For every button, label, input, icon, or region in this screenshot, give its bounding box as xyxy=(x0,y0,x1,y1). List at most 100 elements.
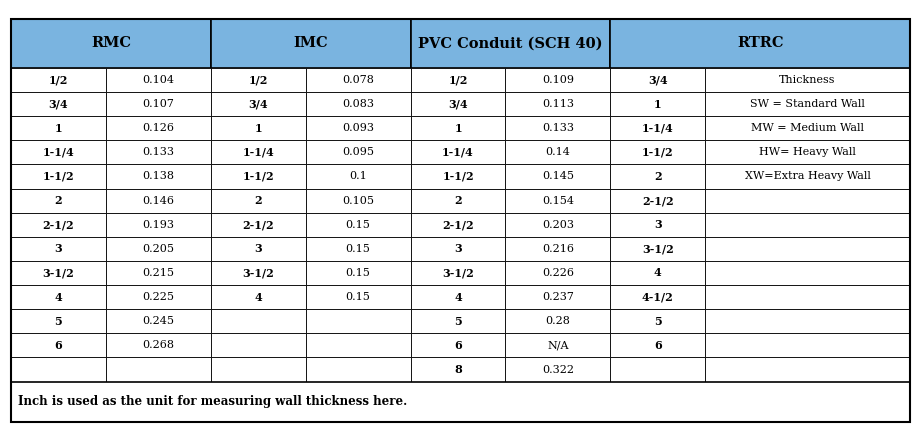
Bar xyxy=(611,189,705,213)
Text: 2-1/2: 2-1/2 xyxy=(642,195,673,206)
Text: 4: 4 xyxy=(254,292,262,303)
Text: Inch is used as the unit for measuring wall thickness here.: Inch is used as the unit for measuring w… xyxy=(18,395,408,408)
Bar xyxy=(611,333,705,357)
Text: 6: 6 xyxy=(654,340,661,351)
Bar xyxy=(705,116,910,140)
Bar xyxy=(705,357,910,382)
Text: 0.215: 0.215 xyxy=(143,268,174,278)
Bar xyxy=(106,116,211,140)
Text: 3: 3 xyxy=(654,219,661,230)
Bar xyxy=(106,140,211,165)
Text: 0.113: 0.113 xyxy=(542,99,574,109)
Bar xyxy=(411,116,506,140)
Text: 1-1/4: 1-1/4 xyxy=(42,147,75,158)
Text: XW=Extra Heavy Wall: XW=Extra Heavy Wall xyxy=(745,171,870,181)
Bar xyxy=(11,189,106,213)
Bar xyxy=(411,333,506,357)
Bar xyxy=(611,237,705,261)
Text: 5: 5 xyxy=(654,316,661,327)
Text: 0.14: 0.14 xyxy=(545,147,570,157)
Bar xyxy=(611,309,705,333)
Text: 8: 8 xyxy=(454,364,461,375)
Bar xyxy=(106,68,211,92)
Bar xyxy=(611,213,705,237)
Bar xyxy=(11,309,106,333)
Bar xyxy=(705,140,910,165)
Text: 1: 1 xyxy=(454,123,461,134)
Bar xyxy=(11,68,106,92)
Bar xyxy=(11,333,106,357)
Bar xyxy=(11,357,106,382)
Bar xyxy=(11,140,106,165)
Bar xyxy=(506,285,611,309)
Text: 4: 4 xyxy=(654,268,661,279)
Text: 1-1/4: 1-1/4 xyxy=(642,123,673,134)
Text: SW = Standard Wall: SW = Standard Wall xyxy=(750,99,865,109)
Text: 0.203: 0.203 xyxy=(542,220,574,230)
Text: 1-1/2: 1-1/2 xyxy=(42,171,75,182)
Bar xyxy=(611,19,910,68)
Bar xyxy=(411,19,611,68)
Bar xyxy=(306,309,411,333)
Bar xyxy=(411,237,506,261)
Text: 0.225: 0.225 xyxy=(143,292,174,302)
Text: 1-1/4: 1-1/4 xyxy=(242,147,274,158)
Bar xyxy=(506,189,611,213)
Bar xyxy=(611,68,705,92)
Text: 3: 3 xyxy=(454,243,461,254)
Bar xyxy=(411,261,506,285)
Bar xyxy=(411,165,506,189)
Text: 0.268: 0.268 xyxy=(143,340,174,350)
Bar xyxy=(211,92,306,116)
Text: 5: 5 xyxy=(454,316,461,327)
Text: 0.193: 0.193 xyxy=(143,220,174,230)
Text: 0.107: 0.107 xyxy=(143,99,174,109)
Bar xyxy=(306,189,411,213)
Bar xyxy=(611,92,705,116)
Bar xyxy=(306,285,411,309)
Text: 0.133: 0.133 xyxy=(542,123,574,133)
Bar xyxy=(11,19,211,68)
Text: 3/4: 3/4 xyxy=(449,98,468,109)
Text: 3-1/2: 3-1/2 xyxy=(42,268,75,279)
Bar xyxy=(106,92,211,116)
Bar xyxy=(11,213,106,237)
Bar xyxy=(705,189,910,213)
Bar xyxy=(611,285,705,309)
Bar xyxy=(106,165,211,189)
Text: 0.138: 0.138 xyxy=(143,171,174,181)
Text: 1-1/2: 1-1/2 xyxy=(242,171,274,182)
Bar xyxy=(211,333,306,357)
Bar xyxy=(211,19,411,68)
Text: 3/4: 3/4 xyxy=(249,98,268,109)
Text: 3-1/2: 3-1/2 xyxy=(442,268,474,279)
Text: 3/4: 3/4 xyxy=(49,98,68,109)
Bar xyxy=(11,237,106,261)
Bar xyxy=(411,285,506,309)
Text: 0.083: 0.083 xyxy=(342,99,374,109)
Bar xyxy=(705,237,910,261)
Bar xyxy=(611,357,705,382)
Text: HW= Heavy Wall: HW= Heavy Wall xyxy=(759,147,856,157)
Text: 1: 1 xyxy=(254,123,262,134)
Bar xyxy=(11,382,910,422)
Bar xyxy=(506,165,611,189)
Bar xyxy=(506,333,611,357)
Text: 3-1/2: 3-1/2 xyxy=(242,268,274,279)
Text: 0.15: 0.15 xyxy=(345,292,370,302)
Bar xyxy=(306,261,411,285)
Bar xyxy=(705,92,910,116)
Bar xyxy=(705,285,910,309)
Bar xyxy=(506,357,611,382)
Bar xyxy=(506,116,611,140)
Text: PVC Conduit (SCH 40): PVC Conduit (SCH 40) xyxy=(418,36,602,50)
Bar xyxy=(506,92,611,116)
Bar xyxy=(705,333,910,357)
Bar xyxy=(411,309,506,333)
Bar xyxy=(306,213,411,237)
Text: 0.093: 0.093 xyxy=(342,123,374,133)
Bar xyxy=(611,261,705,285)
Text: 0.205: 0.205 xyxy=(143,244,174,254)
Text: 6: 6 xyxy=(54,340,63,351)
Text: 2-1/2: 2-1/2 xyxy=(242,219,274,230)
